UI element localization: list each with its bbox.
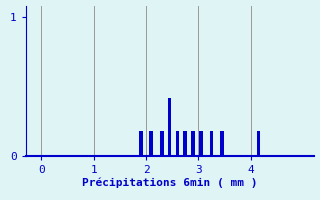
Bar (160, 131, 164, 156)
X-axis label: Précipitations 6min ( mm ): Précipitations 6min ( mm ) (82, 178, 257, 188)
Bar (257, 131, 260, 156)
Bar (176, 131, 179, 156)
Bar (183, 131, 187, 156)
Bar (191, 131, 195, 156)
Bar (139, 131, 143, 156)
Bar (149, 131, 153, 156)
Bar (210, 131, 213, 156)
Bar (199, 131, 203, 156)
Bar (220, 131, 224, 156)
Bar (168, 98, 172, 156)
